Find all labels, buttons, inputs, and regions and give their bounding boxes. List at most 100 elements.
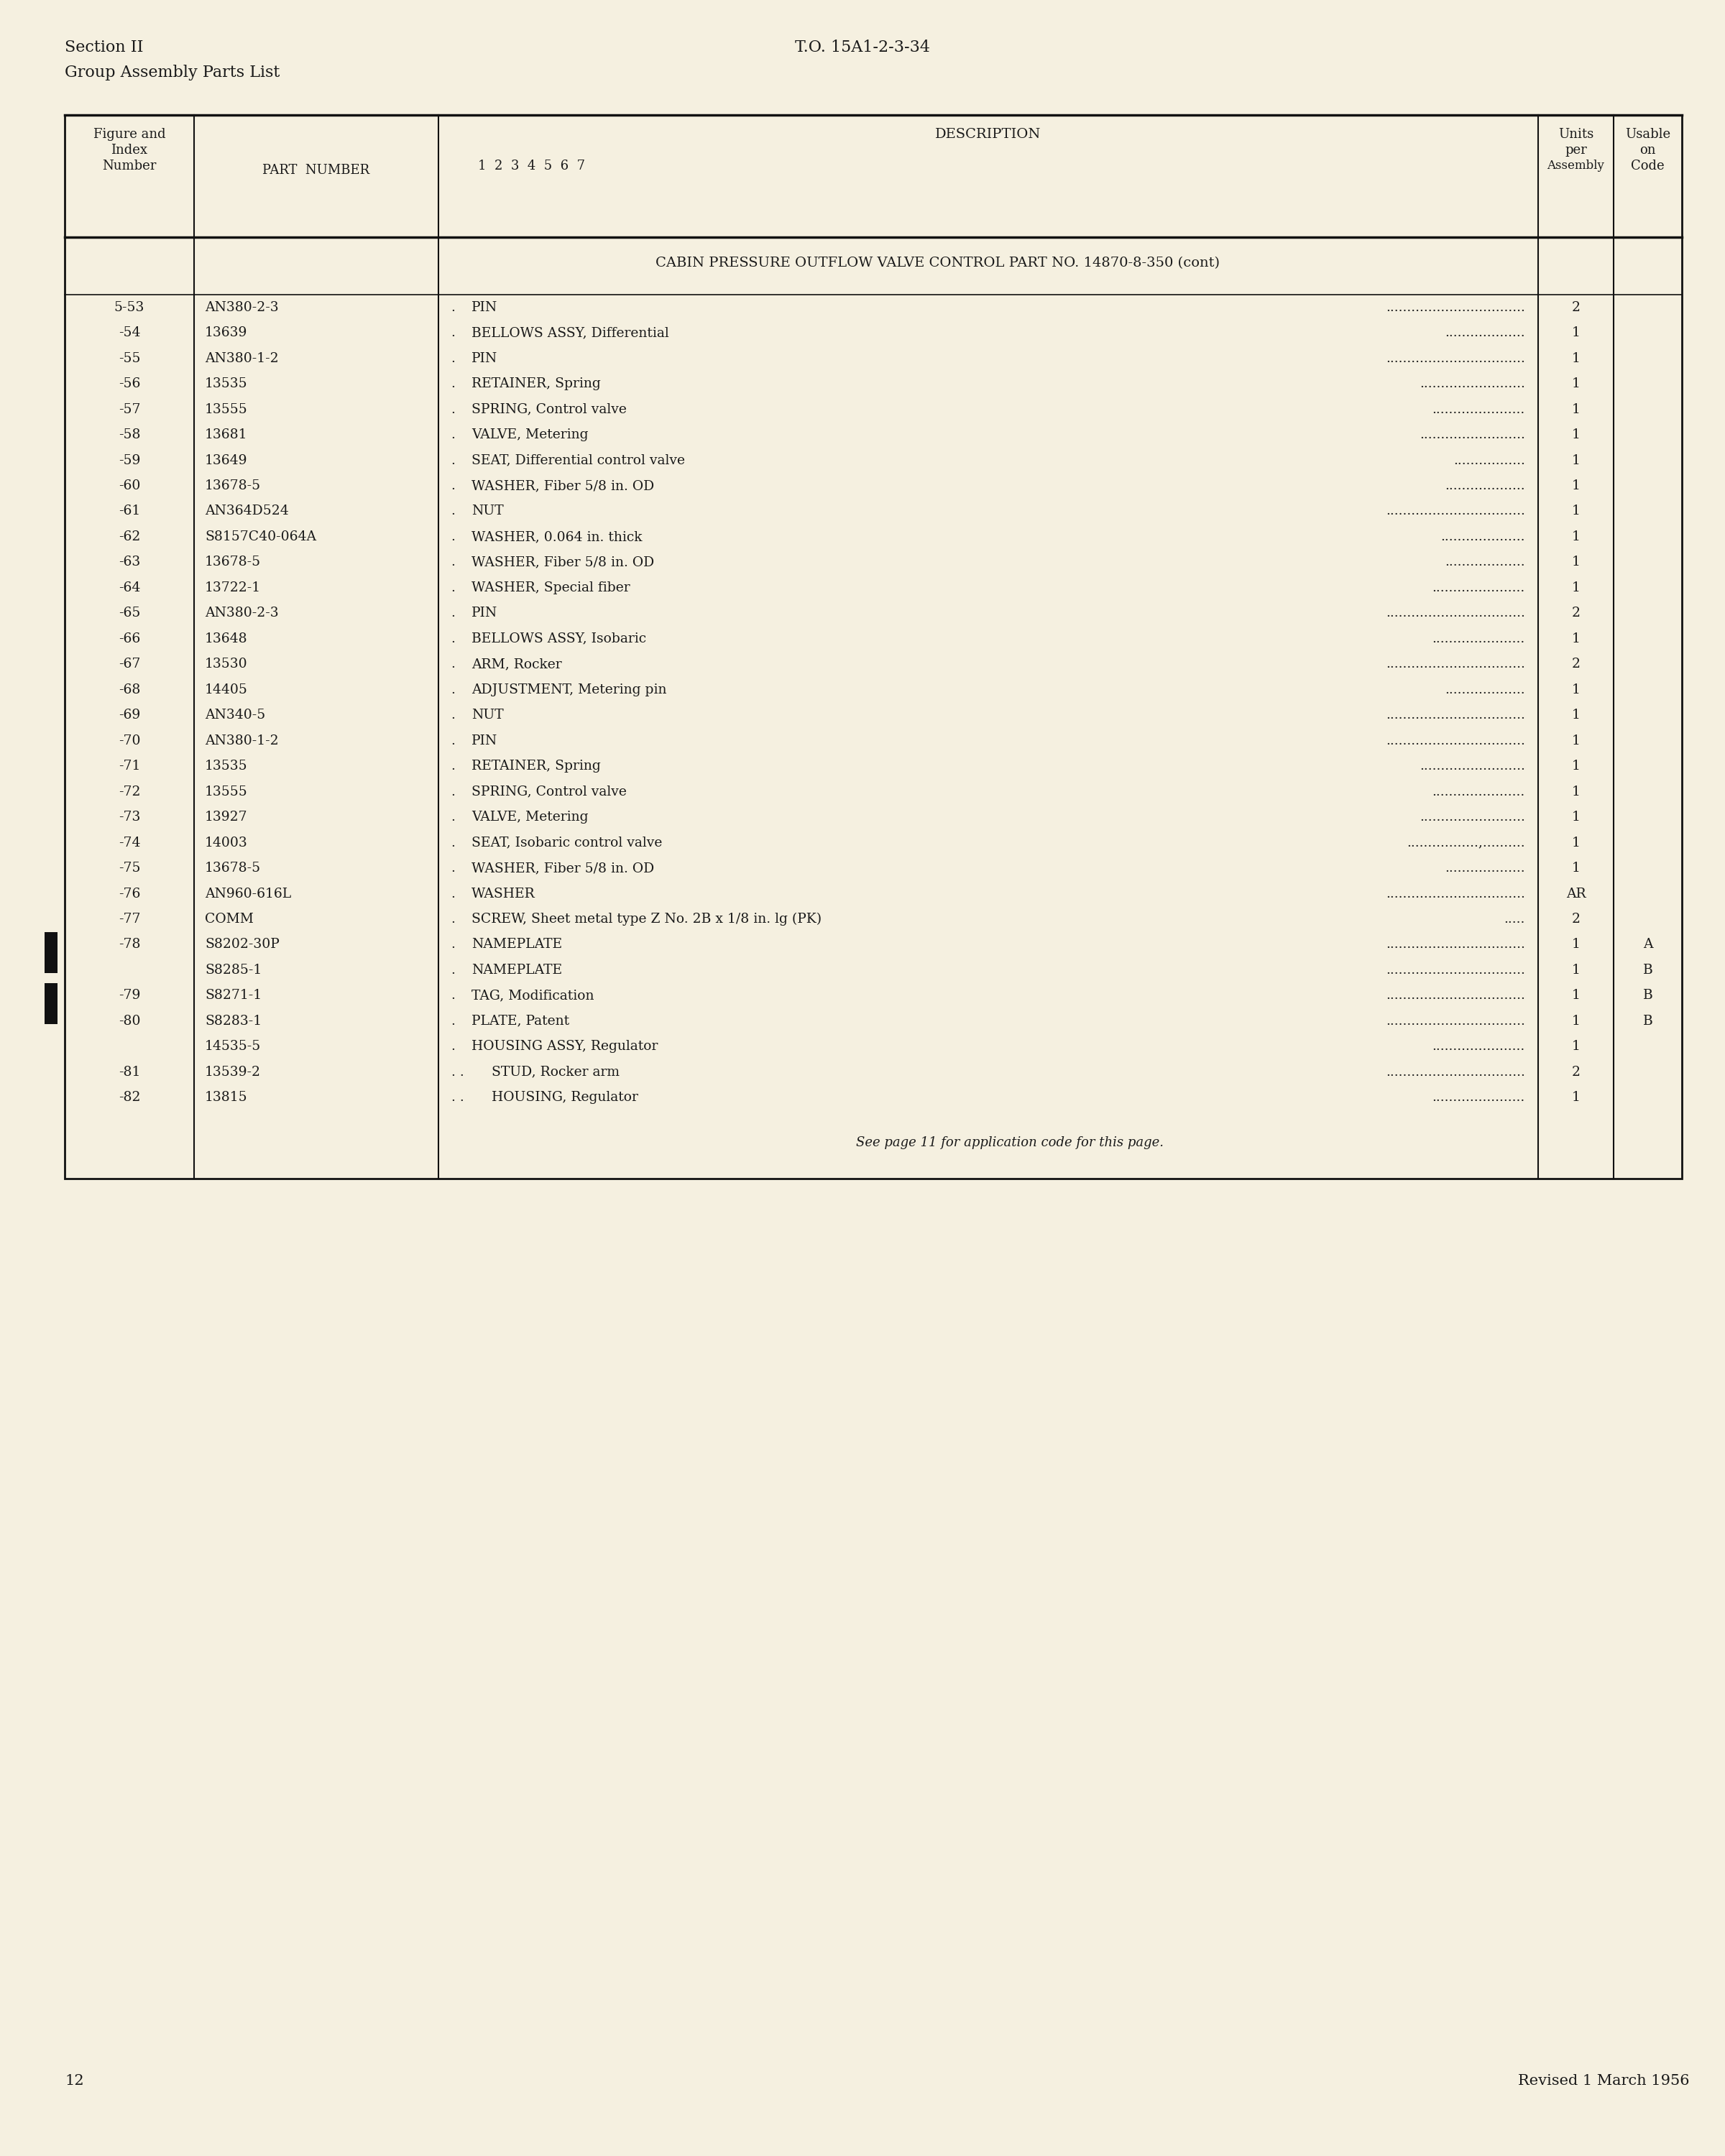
- Text: -67: -67: [119, 658, 140, 671]
- Text: WASHER, Special fiber: WASHER, Special fiber: [471, 582, 630, 595]
- Text: -55: -55: [119, 351, 140, 364]
- Text: WASHER, 0.064 in. thick: WASHER, 0.064 in. thick: [471, 530, 642, 543]
- Text: .: .: [452, 556, 461, 569]
- Text: Index: Index: [110, 144, 148, 157]
- Text: 13649: 13649: [205, 455, 248, 468]
- Text: ......................: ......................: [1432, 785, 1525, 798]
- Text: Assembly: Assembly: [1547, 160, 1604, 172]
- Text: 1: 1: [1571, 377, 1580, 390]
- Text: 1: 1: [1571, 455, 1580, 468]
- Text: .: .: [452, 683, 461, 696]
- Text: -63: -63: [119, 556, 140, 569]
- Text: .................................: .................................: [1385, 990, 1525, 1003]
- Text: -70: -70: [119, 735, 140, 748]
- Text: -76: -76: [119, 888, 140, 901]
- Text: 1: 1: [1571, 530, 1580, 543]
- Text: HOUSING, Regulator: HOUSING, Regulator: [492, 1091, 638, 1104]
- Text: PART  NUMBER: PART NUMBER: [262, 164, 369, 177]
- Text: 1: 1: [1571, 429, 1580, 442]
- Text: Group Assembly Parts List: Group Assembly Parts List: [66, 65, 279, 80]
- Text: 1: 1: [1571, 1039, 1580, 1052]
- Text: S8157C40-064A: S8157C40-064A: [205, 530, 316, 543]
- Text: PIN: PIN: [471, 302, 497, 315]
- Text: .........................: .........................: [1420, 759, 1525, 772]
- Text: .: .: [452, 326, 461, 338]
- Text: ...................: ...................: [1446, 862, 1525, 875]
- Text: AR: AR: [1566, 888, 1585, 901]
- Text: 12: 12: [66, 2074, 85, 2087]
- Text: WASHER, Fiber 5/8 in. OD: WASHER, Fiber 5/8 in. OD: [471, 862, 654, 875]
- Text: NUT: NUT: [471, 709, 504, 722]
- Text: .: .: [452, 530, 461, 543]
- Text: 2: 2: [1571, 658, 1580, 671]
- Text: 1  2  3  4  5  6  7: 1 2 3 4 5 6 7: [478, 160, 585, 172]
- Text: .................................: .................................: [1385, 606, 1525, 619]
- Text: .................................: .................................: [1385, 1065, 1525, 1078]
- Text: HOUSING ASSY, Regulator: HOUSING ASSY, Regulator: [471, 1039, 657, 1052]
- Text: 1: 1: [1571, 1015, 1580, 1028]
- Text: .................................: .................................: [1385, 735, 1525, 748]
- Text: Revised 1 March 1956: Revised 1 March 1956: [1518, 2074, 1689, 2087]
- Text: RETAINER, Spring: RETAINER, Spring: [471, 377, 600, 390]
- Text: 1: 1: [1571, 709, 1580, 722]
- Text: Figure and: Figure and: [93, 127, 166, 140]
- Text: -81: -81: [119, 1065, 140, 1078]
- Text: 13555: 13555: [205, 785, 248, 798]
- Text: .................................: .................................: [1385, 1015, 1525, 1028]
- Text: 13530: 13530: [205, 658, 248, 671]
- Text: per: per: [1565, 144, 1587, 157]
- Text: .: .: [452, 811, 461, 824]
- Text: 1: 1: [1571, 403, 1580, 416]
- Text: -65: -65: [119, 606, 140, 619]
- Text: .................,..........: .................,..........: [1408, 837, 1525, 849]
- Text: -61: -61: [119, 505, 140, 517]
- Text: -58: -58: [119, 429, 140, 442]
- Text: 1: 1: [1571, 990, 1580, 1003]
- Text: ......................: ......................: [1432, 1039, 1525, 1052]
- Text: .: .: [452, 938, 461, 951]
- Text: 1: 1: [1571, 759, 1580, 772]
- Text: B: B: [1642, 1015, 1653, 1028]
- Text: SCREW, Sheet metal type Z No. 2B x 1/8 in. lg (PK): SCREW, Sheet metal type Z No. 2B x 1/8 i…: [471, 912, 821, 925]
- Text: 1: 1: [1571, 505, 1580, 517]
- Text: B: B: [1642, 964, 1653, 977]
- Text: SPRING, Control valve: SPRING, Control valve: [471, 403, 626, 416]
- Text: S8285-1: S8285-1: [205, 964, 262, 977]
- Text: .................................: .................................: [1385, 888, 1525, 901]
- Text: 13648: 13648: [205, 632, 248, 645]
- Text: WASHER, Fiber 5/8 in. OD: WASHER, Fiber 5/8 in. OD: [471, 479, 654, 492]
- Text: T.O. 15A1-2-3-34: T.O. 15A1-2-3-34: [795, 39, 930, 56]
- Text: . .: . .: [452, 1091, 469, 1104]
- Text: 1: 1: [1571, 326, 1580, 338]
- Text: .: .: [452, 632, 461, 645]
- Text: -71: -71: [119, 759, 140, 772]
- Text: .: .: [452, 1039, 461, 1052]
- Text: .: .: [452, 888, 461, 901]
- Text: .: .: [452, 759, 461, 772]
- Text: 2: 2: [1571, 302, 1580, 315]
- Text: AN380-2-3: AN380-2-3: [205, 606, 279, 619]
- Text: NAMEPLATE: NAMEPLATE: [471, 964, 562, 977]
- Text: .................................: .................................: [1385, 505, 1525, 517]
- Text: .: .: [452, 709, 461, 722]
- Text: 1: 1: [1571, 811, 1580, 824]
- Text: .: .: [452, 912, 461, 925]
- Text: 13678-5: 13678-5: [205, 556, 260, 569]
- Text: VALVE, Metering: VALVE, Metering: [471, 429, 588, 442]
- Text: -68: -68: [119, 683, 140, 696]
- Text: .: .: [452, 785, 461, 798]
- Text: SEAT, Isobaric control valve: SEAT, Isobaric control valve: [471, 837, 662, 849]
- Text: .................: .................: [1454, 455, 1525, 468]
- Text: .: .: [452, 837, 461, 849]
- Text: Number: Number: [102, 160, 157, 172]
- Text: -82: -82: [119, 1091, 140, 1104]
- Text: 13678-5: 13678-5: [205, 479, 260, 492]
- Text: -72: -72: [119, 785, 140, 798]
- Text: 14535-5: 14535-5: [205, 1039, 260, 1052]
- Text: ......................: ......................: [1432, 582, 1525, 595]
- Text: 1: 1: [1571, 735, 1580, 748]
- Text: 1: 1: [1571, 556, 1580, 569]
- Text: .........................: .........................: [1420, 377, 1525, 390]
- Text: VALVE, Metering: VALVE, Metering: [471, 811, 588, 824]
- Text: .........................: .........................: [1420, 429, 1525, 442]
